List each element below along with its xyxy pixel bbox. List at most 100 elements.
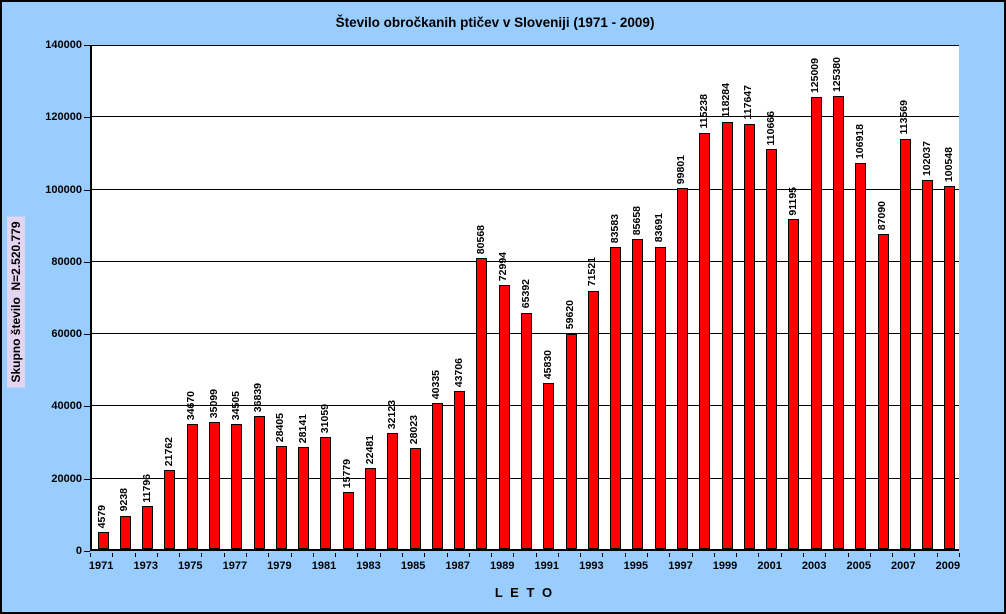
x-tick-mark: [112, 553, 114, 557]
x-tick-mark: [624, 553, 626, 557]
x-axis-title: L E T O: [494, 585, 555, 600]
x-tick-label: 1973: [133, 560, 158, 572]
bar: [743, 123, 755, 549]
bar: [142, 506, 154, 549]
x-tick-mark: [134, 553, 136, 557]
y-tick-mark: [84, 189, 90, 191]
bar-value-label: 40335: [430, 370, 443, 400]
bar-value-label: 72994: [497, 251, 510, 282]
bar-value-label: 83583: [608, 213, 621, 243]
bar-value-label: 31059: [318, 403, 331, 433]
x-tick-mark: [156, 553, 158, 557]
y-tick-mark: [84, 261, 90, 263]
bar: [766, 149, 778, 549]
bar-value-label: 34670: [185, 390, 198, 420]
bar: [298, 447, 310, 549]
bar-value-label: 117647: [742, 85, 755, 120]
bar: [699, 132, 711, 549]
bar: [209, 422, 221, 549]
x-tick-mark: [245, 553, 247, 557]
bar-value-label: 113569: [898, 100, 911, 135]
x-tick-label: 1981: [311, 560, 337, 572]
bar-value-label: 85658: [630, 206, 643, 236]
bar: [365, 467, 377, 549]
bar-value-label: 59620: [564, 300, 577, 330]
x-tick-mark: [758, 553, 760, 557]
bar-value-label: 43706: [452, 357, 465, 388]
x-tick-label: 2007: [891, 560, 916, 572]
y-tick-mark: [84, 406, 90, 408]
bar: [320, 436, 332, 549]
y-axis-title: Skupno število N=2.520.779: [7, 216, 25, 388]
bar: [454, 391, 466, 549]
bar-value-label: 35099: [207, 388, 220, 419]
y-tick-mark: [84, 334, 90, 336]
x-tick-mark: [847, 553, 849, 557]
plot-area: 4579 9238 11796 21762 34670 35099 34505 36839 28…: [90, 45, 959, 551]
y-tick-mark: [84, 478, 90, 480]
bar: [253, 415, 265, 549]
bar-value-label: 28023: [408, 414, 421, 444]
bar: [231, 424, 243, 549]
bar: [788, 219, 800, 549]
bar-value-label: 125009: [809, 58, 822, 94]
x-tick-label: 1991: [534, 560, 560, 572]
y-tick-label: 40000: [51, 400, 82, 413]
bar-value-label: 15779: [341, 458, 354, 488]
x-tick-mark: [312, 553, 314, 557]
y-tick-mark: [84, 551, 90, 552]
x-tick-label: 1985: [400, 560, 426, 572]
bar: [521, 312, 532, 549]
x-tick-mark: [513, 553, 515, 557]
x-tick-mark: [90, 553, 91, 557]
gridline: [92, 45, 959, 46]
bar: [877, 234, 889, 549]
bar: [676, 188, 688, 549]
bar: [498, 285, 510, 549]
bar-value-label: 102037: [920, 141, 933, 177]
x-tick-mark: [379, 553, 381, 557]
gridline: [92, 260, 959, 262]
bar-value-label: 45830: [541, 350, 554, 380]
bar: [855, 162, 867, 549]
bar-value-label: 87090: [876, 201, 888, 231]
x-tick-mark: [357, 553, 359, 557]
bar-value-label: 100548: [942, 146, 955, 182]
x-tick-label: 1977: [222, 560, 248, 572]
bar: [275, 446, 287, 549]
bar: [409, 447, 421, 549]
bar: [565, 333, 577, 549]
bar: [387, 432, 399, 549]
x-tick-mark: [580, 553, 582, 557]
x-tick-mark: [892, 553, 894, 557]
x-tick-mark: [179, 553, 181, 557]
bar-value-label: 71521: [586, 257, 599, 287]
x-tick-label: 1979: [267, 560, 292, 572]
bar: [431, 403, 443, 549]
bar-value-label: 32123: [385, 399, 398, 429]
x-tick-label: 1971: [88, 560, 114, 572]
x-tick-label: 1995: [623, 560, 649, 572]
y-tick-label: 120000: [45, 111, 82, 124]
x-tick-mark: [535, 553, 537, 557]
bar: [342, 491, 354, 549]
x-tick-mark: [468, 553, 470, 557]
bar-value-label: 125380: [831, 56, 844, 92]
bar-value-label: 11796: [140, 473, 153, 503]
x-tick-mark: [268, 553, 270, 557]
x-tick-mark: [491, 553, 493, 557]
bar: [587, 290, 599, 549]
x-tick-mark: [669, 553, 671, 557]
x-tick-mark: [223, 553, 225, 557]
x-tick-mark: [602, 553, 604, 557]
x-tick-label: 1987: [445, 560, 470, 572]
bar: [832, 95, 844, 549]
y-tick-label: 80000: [51, 255, 82, 268]
x-tick-mark: [446, 553, 448, 557]
x-tick-mark: [201, 553, 203, 557]
x-tick-label: 2001: [757, 560, 782, 572]
bar: [610, 246, 622, 549]
chart-title: Število obročkanih ptičev v Sloveniji (1…: [335, 15, 655, 30]
bar-value-label: 80568: [474, 224, 487, 254]
